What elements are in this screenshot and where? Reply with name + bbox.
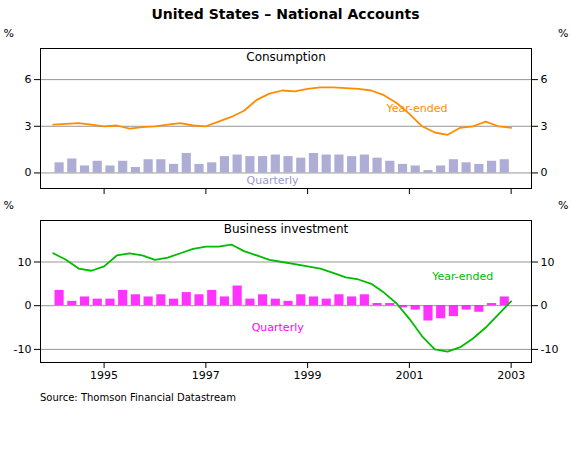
svg-text:0: 0 (541, 166, 548, 179)
svg-text:3: 3 (25, 120, 32, 133)
svg-text:%: % (4, 199, 14, 212)
svg-text:Year-ended: Year-ended (385, 102, 447, 115)
svg-text:1997: 1997 (192, 369, 220, 382)
html-text:Source: Thomson Financial Data: Source: Thomson Financial Datastream (40, 392, 236, 403)
svg-text:0: 0 (25, 166, 32, 179)
svg-text:10: 10 (18, 256, 32, 269)
svg-text:%: % (4, 27, 14, 40)
svg-text:2001: 2001 (395, 369, 423, 382)
svg-text:Quarterly: Quarterly (252, 321, 305, 334)
svg-text:%: % (558, 199, 568, 212)
svg-text:%: % (558, 27, 568, 40)
svg-text:1999: 1999 (294, 369, 322, 382)
svg-text:6: 6 (541, 73, 548, 86)
svg-text:2003: 2003 (497, 369, 525, 382)
svg-text:-10: -10 (14, 343, 32, 356)
svg-text:Quarterly: Quarterly (247, 174, 300, 187)
html-text:United States – National Accou: United States – National Accounts (151, 6, 420, 22)
svg-text:Year-ended: Year-ended (431, 270, 493, 283)
svg-text:Business investment: Business investment (224, 222, 349, 236)
svg-text:Consumption: Consumption (246, 50, 325, 64)
svg-text:0: 0 (541, 299, 548, 312)
svg-text:1995: 1995 (90, 369, 118, 382)
svg-text:0: 0 (25, 299, 32, 312)
svg-text:10: 10 (541, 256, 555, 269)
svg-text:6: 6 (25, 73, 32, 86)
svg-text:-10: -10 (541, 343, 559, 356)
svg-text:3: 3 (541, 120, 548, 133)
